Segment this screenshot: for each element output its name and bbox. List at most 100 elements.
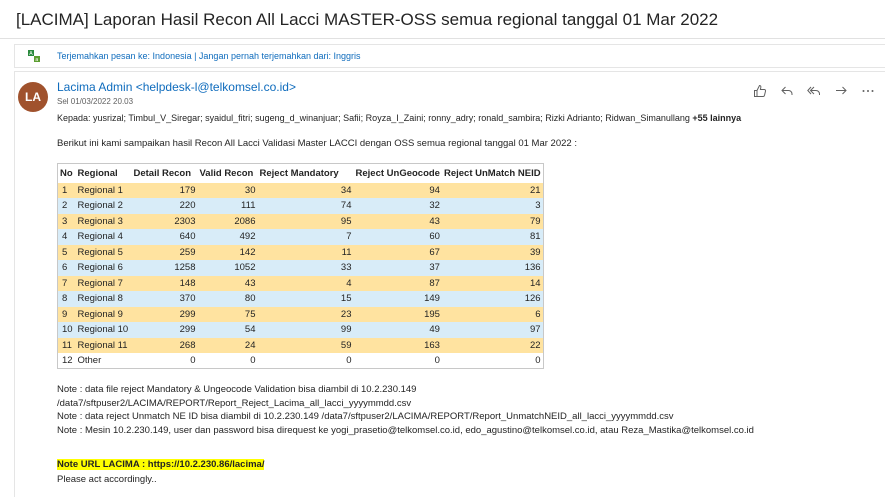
table-row: 10 Regional 10 299 54 99 49 97 [57, 322, 544, 338]
table-cell: 149 [353, 291, 442, 307]
col-header: Reject UnMatch NEID [441, 163, 544, 183]
email-subject: [LACIMA] Laporan Hasil Recon All Lacci M… [16, 10, 719, 29]
table-cell: 59 [257, 337, 354, 353]
to-label: Kepada: [57, 113, 91, 123]
reply-all-button[interactable] [806, 83, 822, 99]
more-actions-button[interactable] [860, 83, 876, 99]
table-cell: Regional 3 [75, 213, 132, 229]
table-cell: 30 [197, 182, 258, 198]
table-cell: 163 [353, 337, 442, 353]
url-note-highlight[interactable]: Note URL LACIMA : https://10.2.230.86/la… [57, 459, 265, 470]
table-cell: 111 [197, 198, 258, 214]
col-header: Regional [75, 163, 132, 183]
message-container [14, 71, 885, 497]
table-cell: 0 [441, 353, 544, 369]
table-cell: Regional 9 [75, 306, 132, 322]
table-cell: 12 [57, 353, 76, 369]
forward-button[interactable] [833, 83, 849, 99]
table-cell: 95 [257, 213, 354, 229]
table-cell: Regional 7 [75, 275, 132, 291]
table-row: 3 Regional 3 2303 2086 95 43 79 [57, 213, 544, 229]
table-cell: 2086 [197, 213, 258, 229]
table-cell: 136 [441, 260, 544, 276]
table-cell: Regional 11 [75, 337, 132, 353]
table-cell: 3 [441, 198, 544, 214]
reply-button[interactable] [779, 83, 795, 99]
table-cell: Regional 1 [75, 182, 132, 198]
table-row: 9 Regional 9 299 75 23 195 6 [57, 306, 544, 322]
like-button[interactable] [752, 83, 768, 99]
table-row: 7 Regional 7 148 43 4 87 14 [57, 275, 544, 291]
table-cell: Regional 8 [75, 291, 132, 307]
table-cell: 15 [257, 291, 354, 307]
closing-text: Please act accordingly.. [57, 474, 157, 485]
table-cell: 3 [57, 213, 76, 229]
sender-name[interactable]: Lacima Admin <helpdesk-l@telkomsel.co.id… [57, 80, 296, 94]
translate-link[interactable]: Terjemahkan pesan ke: Indonesia | Jangan… [57, 51, 361, 61]
table-cell: 0 [257, 353, 354, 369]
table-row: 6 Regional 6 1258 1052 33 37 136 [57, 260, 544, 276]
table-cell: 2 [57, 198, 76, 214]
table-cell: 54 [197, 322, 258, 338]
note-line: /data7/sftpuser2/LACIMA/REPORT/Report_Re… [57, 397, 412, 409]
table-row: 2 Regional 2 220 111 74 32 3 [57, 198, 544, 214]
table-cell: 11 [257, 244, 354, 260]
svg-text:a: a [35, 57, 38, 63]
table-cell: 4 [257, 275, 354, 291]
table-cell: 23 [257, 306, 354, 322]
table-cell: Regional 6 [75, 260, 132, 276]
table-cell: 1052 [197, 260, 258, 276]
table-cell: 43 [353, 213, 442, 229]
table-row: 8 Regional 8 370 80 15 149 126 [57, 291, 544, 307]
recon-table: No Regional Detail Recon Valid Recon Rej… [57, 163, 544, 369]
header-divider [0, 38, 885, 39]
table-cell: 74 [257, 198, 354, 214]
note-line: Note : data file reject Mandatory & Unge… [57, 384, 417, 395]
table-header-row: No Regional Detail Recon Valid Recon Rej… [57, 163, 544, 183]
table-cell: 2303 [131, 213, 198, 229]
col-header: Reject UnGeocode [353, 163, 442, 183]
table-cell: Regional 10 [75, 322, 132, 338]
table-cell: 179 [131, 182, 198, 198]
table-body: 1 Regional 1 179 30 34 94 21 2 Regional 2 220 111 7… [57, 182, 544, 369]
table-cell: 9 [57, 306, 76, 322]
table-row: 11 Regional 11 268 24 59 163 22 [57, 337, 544, 353]
table-cell: 299 [131, 306, 198, 322]
url-note: Note URL LACIMA : https://10.2.230.86/la… [57, 459, 265, 470]
table-cell: 24 [197, 337, 258, 353]
table-cell: 6 [57, 260, 76, 276]
table-row: 12 Other 0 0 0 0 0 [57, 353, 544, 369]
table-cell: 34 [257, 182, 354, 198]
note-line: Note : Mesin 10.2.230.149, user dan pass… [57, 424, 754, 436]
translate-icon: A a [28, 50, 40, 63]
note-line: Note : data reject Unmatch NE ID bisa di… [57, 411, 674, 422]
table-cell: 79 [441, 213, 544, 229]
more-recipients-link[interactable]: +55 lainnya [692, 113, 742, 123]
message-actions [752, 83, 876, 99]
table-cell: 87 [353, 275, 442, 291]
table-cell: 195 [353, 306, 442, 322]
table-cell: 11 [57, 337, 76, 353]
table-cell: 1 [57, 182, 76, 198]
table-cell: 75 [197, 306, 258, 322]
table-cell: 14 [441, 275, 544, 291]
notes-block: Note : data file reject Mandatory & Unge… [57, 383, 754, 437]
table-cell: 0 [353, 353, 442, 369]
table-cell: 640 [131, 229, 198, 245]
col-header: Reject Mandatory [257, 163, 354, 183]
table-cell: 99 [257, 322, 354, 338]
table-cell: 148 [131, 275, 198, 291]
table-cell: 370 [131, 291, 198, 307]
forward-icon [836, 86, 847, 95]
table-cell: 4 [57, 229, 76, 245]
table-cell: 43 [197, 275, 258, 291]
table-cell: 268 [131, 337, 198, 353]
like-icon [754, 84, 767, 97]
intro-text: Berikut ini kami sampaikan hasil Recon A… [57, 138, 577, 149]
table-cell: 49 [353, 322, 442, 338]
reply-all-icon [807, 86, 820, 95]
table-cell: 1258 [131, 260, 198, 276]
recipients-list[interactable]: yusrizal; Timbul_V_Siregar; syaidul_fitr… [93, 113, 690, 123]
table-cell: 37 [353, 260, 442, 276]
table-cell: 67 [353, 244, 442, 260]
